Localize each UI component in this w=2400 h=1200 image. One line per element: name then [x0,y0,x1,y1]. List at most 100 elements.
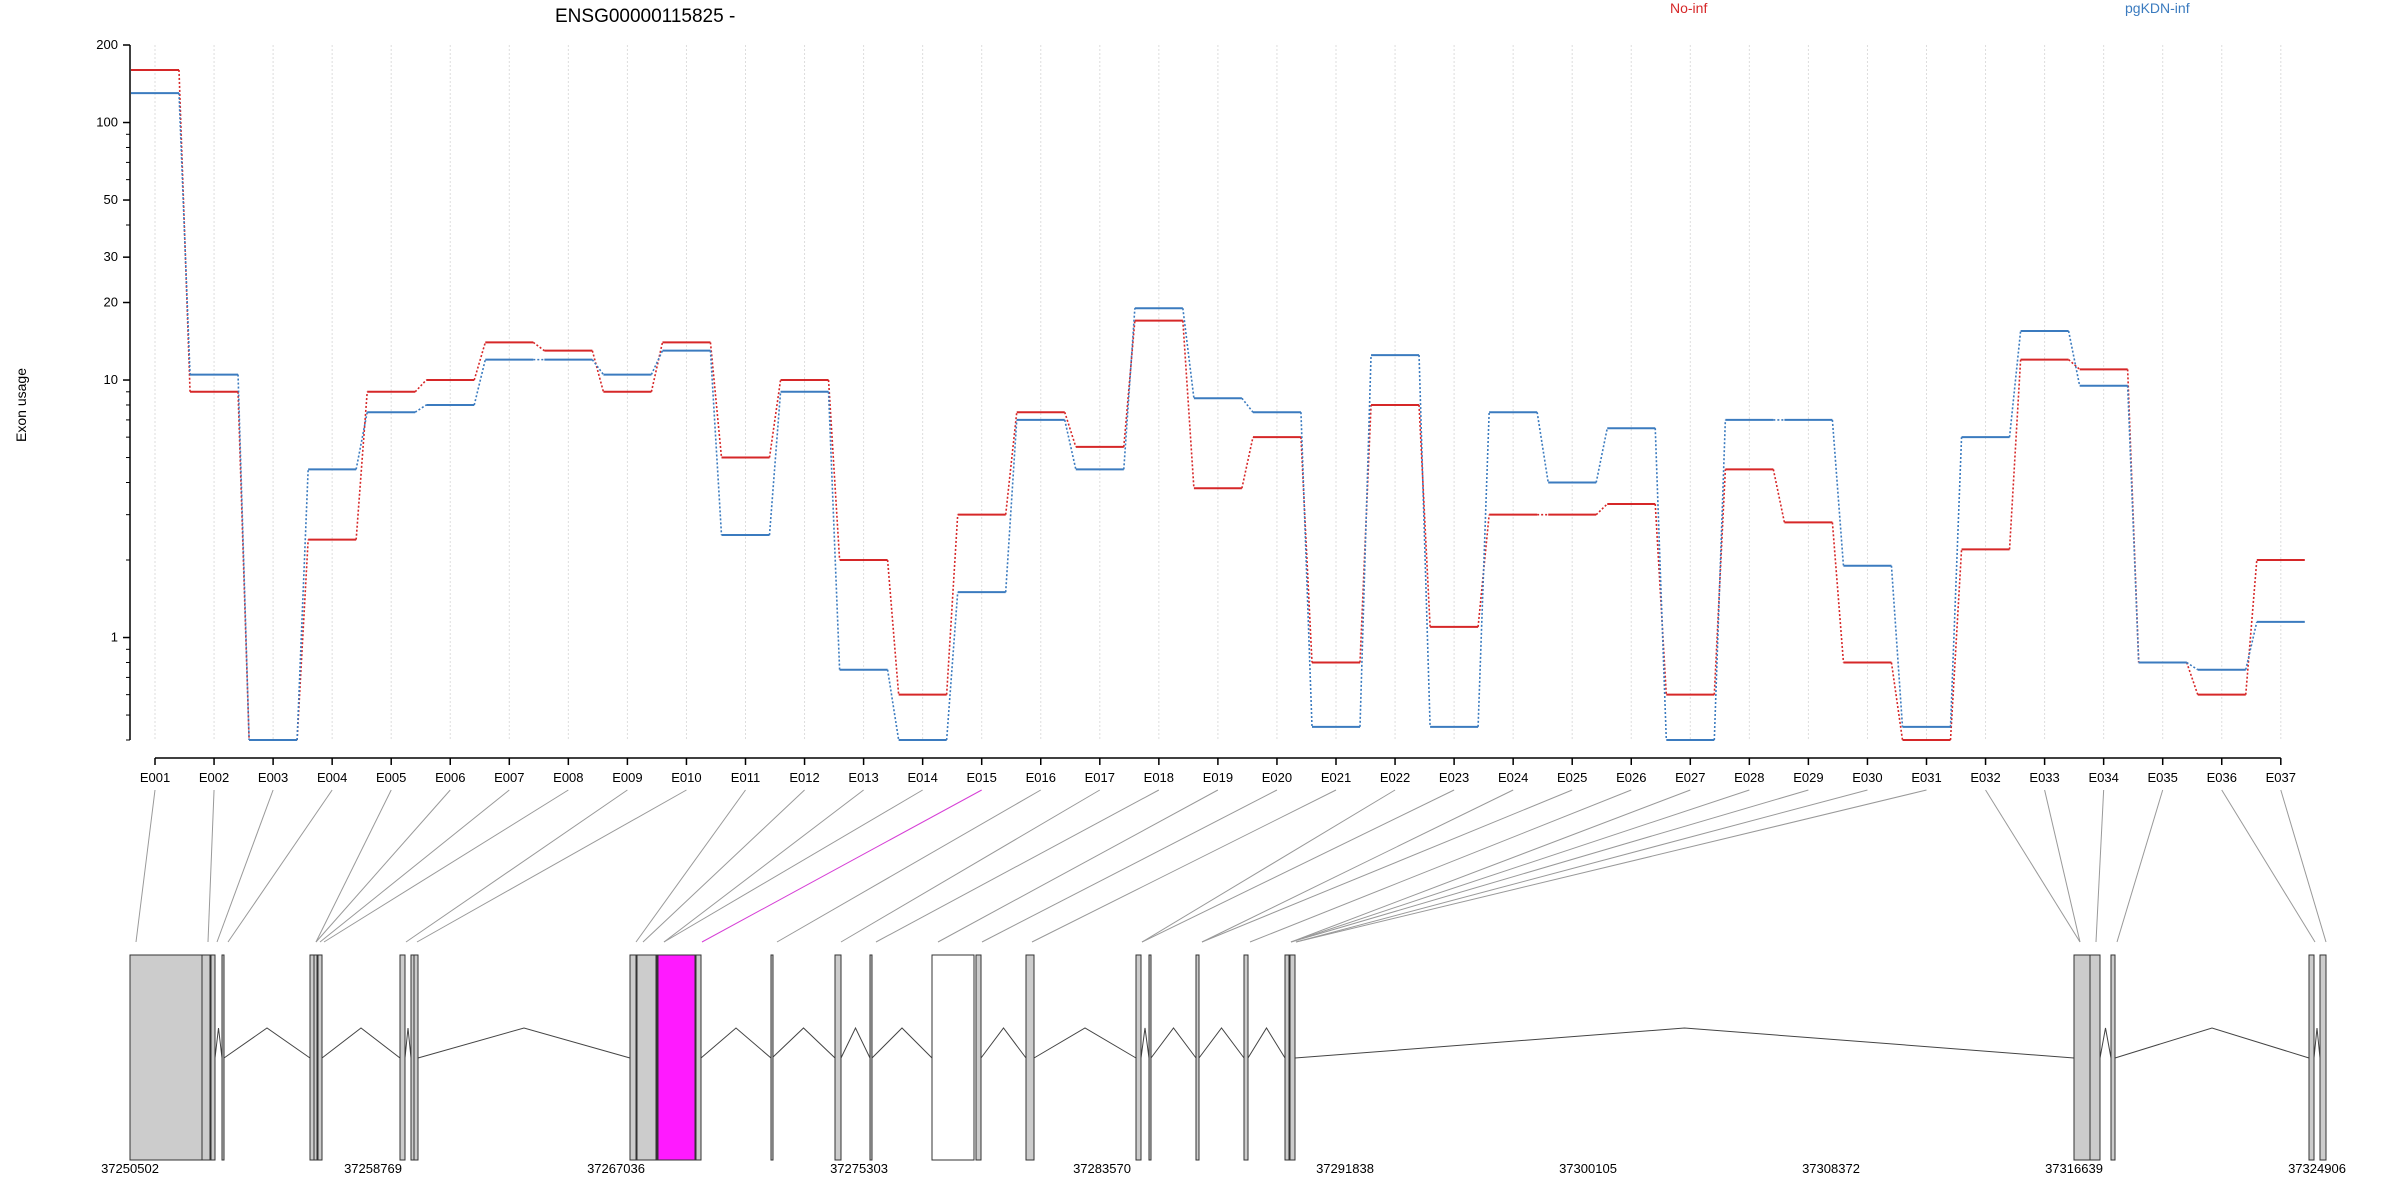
x-tick-label: E032 [1970,770,2000,785]
exon-block [636,954,657,1161]
exon-connector [1290,789,1750,943]
exon-block [129,954,203,1161]
series-connector [2126,385,2140,663]
intron-line [840,1026,871,1059]
exon-connector [701,789,982,943]
x-tick-label: E013 [848,770,878,785]
legend-pgkdn-inf: pgKDN-inf [2125,0,2190,16]
exon-block [1284,954,1290,1161]
series-connector [2244,559,2258,695]
series-connector [1182,320,1195,489]
exon-block [399,954,406,1161]
exon-connector [315,789,451,943]
genomic-coordinate-label: 37308372 [1802,1161,1860,1176]
series-connector [1004,419,1018,593]
exon-block [1025,954,1035,1161]
series-connector [532,341,545,352]
exon-block [834,954,842,1161]
exon-connector [1290,789,1691,943]
series-connector [473,359,487,406]
x-tick-label: E002 [199,770,229,785]
x-tick-label: E023 [1439,770,1469,785]
exon-connector [2221,789,2316,943]
series-connector [591,359,605,376]
exon-block [869,954,873,1161]
series-connector [296,539,309,741]
series-connector [591,350,605,393]
series-connector [1772,469,1786,523]
exon-connector [227,789,333,943]
series-connector [1654,428,1668,741]
exon-connector [2095,789,2105,943]
exon-block [975,954,982,1161]
exon-block [695,954,702,1161]
series-connector [355,391,368,540]
genomic-coordinate-label: 37275303 [830,1161,888,1176]
series-connector [1713,469,1727,695]
series-connector [237,374,250,741]
series-layer [131,68,2305,741]
intron-line [2114,1027,2310,1059]
genomic-coordinate-label: 37258769 [344,1161,402,1176]
series-connector [1123,320,1136,447]
genomic-coordinate-label: 37267036 [587,1161,645,1176]
y-tick-label: 50 [104,192,118,207]
series-connector [768,379,782,458]
exon-connector-lines [135,789,2327,943]
series-connector [1241,397,1254,413]
intron-line [1198,1027,1245,1059]
exon-block [2110,954,2116,1161]
y-tick-label: 100 [96,115,118,130]
exon-block [1243,954,1249,1161]
exon-connector [2044,789,2081,943]
exon-connector [635,789,746,943]
exon-block [2308,954,2315,1161]
series-connector [1595,503,1608,516]
x-tick-label: E012 [789,770,819,785]
genomic-coordinate-label: 37291838 [1316,1161,1374,1176]
series-connector [1300,412,1313,727]
series-connector [1890,565,1904,727]
x-tick-label: E007 [494,770,524,785]
x-tick-label: E035 [2148,770,2178,785]
exon-connector [663,789,864,943]
y-tick-label: 1 [111,630,118,645]
series-connector [1241,436,1254,489]
exon-block [1289,954,1296,1161]
exon-connector [315,789,392,943]
exon-connector [135,789,156,943]
series-connector [827,391,841,670]
exon-connector [663,789,923,943]
x-tick-label: E016 [1026,770,1056,785]
highlighted-exon [657,954,696,1161]
series-connector [1063,419,1077,470]
exon-connector [776,789,1041,943]
series-connector [1536,412,1549,483]
exon-connector [840,789,1101,943]
series-connector [709,342,723,458]
series-connector [414,404,427,413]
exon-block [221,954,225,1161]
series-connector [178,93,191,375]
intron-line [2313,1027,2321,1059]
x-tick-label: E005 [376,770,406,785]
series-connector [414,379,427,393]
exon-connector [981,789,1278,943]
exon-connector [207,789,215,943]
x-tick-label: E015 [967,770,997,785]
x-tick-label: E025 [1557,770,1587,785]
intron-line [1033,1027,1137,1059]
x-tick-label: E031 [1911,770,1941,785]
exon-connector [1985,789,2081,943]
y-tick-label: 20 [104,295,118,310]
y-axis-label: Exon usage [13,368,29,442]
exon-block [313,954,318,1161]
x-tick-label: E003 [258,770,288,785]
series-connector [1123,308,1136,470]
series-connector [1890,662,1904,741]
exon-block [1195,954,1200,1161]
series-connector [650,342,664,392]
intron-line [700,1027,772,1059]
exon-connector [319,789,510,943]
